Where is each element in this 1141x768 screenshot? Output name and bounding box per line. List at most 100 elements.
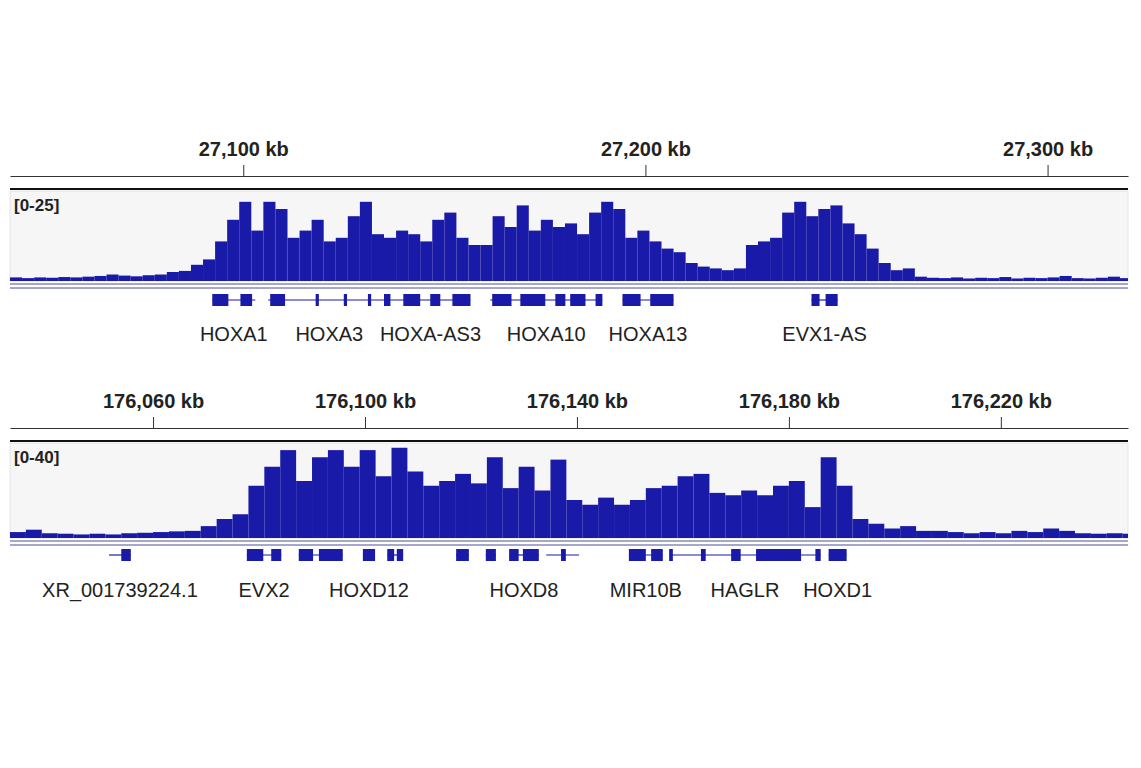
signal-bar	[710, 268, 722, 281]
signal-bar	[179, 271, 191, 281]
range-label: [0-40]	[14, 448, 59, 467]
signal-bar	[535, 491, 551, 539]
signal-bar	[201, 526, 217, 538]
signal-bar	[837, 486, 853, 538]
x-axis: 27,100 kb 27,200 kb 27,300 kb	[11, 138, 1129, 177]
signal-bar	[884, 529, 900, 539]
tick: 176,060 kb	[103, 390, 204, 428]
signal-bar	[805, 507, 821, 538]
exon	[651, 549, 663, 561]
signal-bar	[630, 500, 646, 538]
signal-bar	[264, 467, 280, 538]
exon	[826, 294, 838, 306]
signal-bar	[773, 486, 789, 538]
signal-bar	[155, 275, 167, 281]
signal-bar	[794, 202, 806, 281]
signal-bar	[487, 457, 503, 538]
signal-bar	[529, 231, 541, 281]
signal-bar	[770, 238, 782, 281]
exon	[270, 294, 285, 306]
signal-bar	[42, 533, 58, 538]
exon	[384, 294, 390, 306]
exon	[669, 549, 673, 561]
signal-bar	[1091, 534, 1107, 538]
signal-bar	[191, 265, 203, 281]
signal-bar	[625, 238, 637, 281]
signal-bar	[867, 249, 879, 281]
signal-bar	[407, 472, 423, 539]
exon	[271, 549, 281, 561]
signal-bar	[58, 277, 70, 281]
exon	[452, 294, 470, 306]
signal-bar	[119, 276, 131, 281]
signal-bar	[372, 234, 384, 281]
signal-bar	[662, 486, 678, 538]
signal-bar	[420, 241, 432, 281]
signal-bar	[300, 231, 312, 281]
signal-bar	[903, 268, 915, 281]
signal-bar	[432, 220, 444, 281]
gene-label: HAGLR	[710, 579, 779, 601]
signal-bar	[328, 450, 344, 538]
signal-bar	[1108, 277, 1120, 281]
signal-bar	[455, 474, 471, 538]
signal-bar	[239, 202, 251, 281]
signal-bar	[248, 486, 264, 538]
signal-bar	[806, 216, 818, 281]
exon	[344, 294, 347, 306]
tick-label: 176,060 kb	[103, 390, 204, 412]
gene-span	[268, 299, 390, 300]
signal-bar	[423, 486, 439, 538]
gene-track-border	[10, 284, 1128, 285]
exon	[363, 549, 375, 561]
tick-mark	[577, 417, 578, 428]
exon	[486, 549, 496, 561]
signal-bar	[348, 216, 360, 281]
exon	[299, 549, 313, 561]
signal-bar	[251, 231, 263, 281]
genes	[109, 549, 847, 561]
signal-bar	[82, 277, 94, 281]
gene-label: EVX2	[238, 579, 289, 601]
signal-bar	[758, 241, 770, 281]
signal-bar	[757, 495, 773, 538]
exon	[812, 294, 820, 306]
signal-bar	[503, 488, 519, 538]
signal-bar	[951, 277, 963, 281]
gene-label: HOXA1	[200, 323, 268, 345]
signal-bar	[233, 514, 249, 538]
exon	[368, 294, 371, 306]
signal-bar	[830, 205, 842, 281]
signal-bar	[698, 267, 710, 281]
tick-label: 176,100 kb	[315, 390, 416, 412]
tick-label: 27,200 kb	[601, 138, 691, 160]
exon	[456, 549, 469, 561]
tick-mark	[153, 417, 154, 428]
signal-bar	[1075, 533, 1091, 538]
track-background	[10, 443, 1128, 538]
genes	[212, 294, 837, 306]
signal-bar	[46, 278, 58, 281]
signal-bar	[741, 491, 757, 539]
signal-bar	[312, 220, 324, 281]
signal-bar	[481, 245, 493, 281]
signal-bar	[94, 276, 106, 281]
exon	[629, 549, 646, 561]
signal-bar	[1072, 278, 1084, 281]
signal-bar	[185, 531, 201, 538]
signal-bar	[1011, 278, 1023, 281]
signal-bar	[987, 278, 999, 281]
signal-bar	[203, 259, 215, 281]
signal-bar	[131, 276, 143, 281]
signal-bar	[153, 532, 169, 538]
signal-bar	[916, 531, 932, 538]
signal-bar	[360, 202, 372, 281]
signal-bar	[1096, 278, 1108, 281]
exon	[121, 549, 131, 561]
signal-bar	[143, 275, 155, 281]
tick: 27,300 kb	[1003, 138, 1093, 176]
signal-bar	[217, 519, 233, 538]
tick-label: 27,100 kb	[199, 138, 289, 160]
gene-label: HOXA3	[295, 323, 363, 345]
exon	[829, 549, 847, 561]
